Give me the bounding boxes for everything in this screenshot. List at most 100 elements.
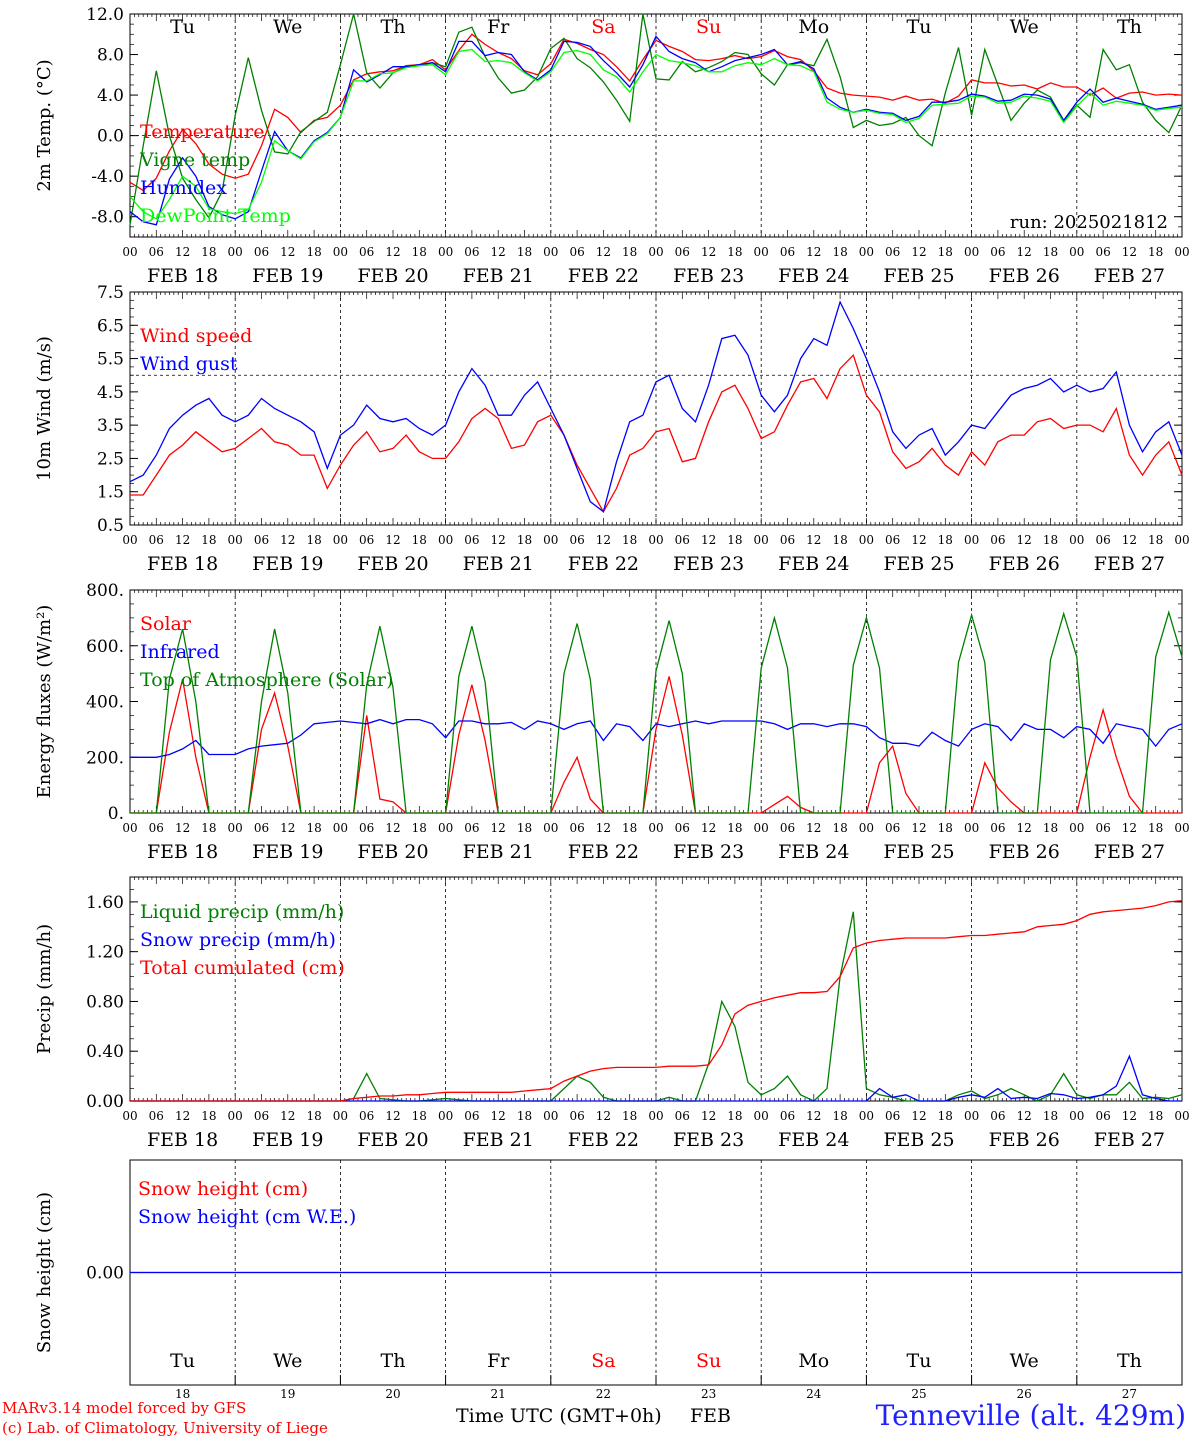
y-tick-label: 0.00 (86, 1092, 124, 1112)
panel-frame (129, 13, 1183, 238)
hour-tick-label: 06 (254, 1109, 269, 1123)
hour-tick-label: 06 (149, 533, 164, 547)
time-axis-title: Time UTC (GMT+0h) (456, 1405, 662, 1427)
hour-tick-label: 00 (964, 1109, 979, 1123)
date-label: FEB 24 (778, 841, 849, 863)
hour-tick-label: 12 (491, 245, 506, 259)
weekday-label: Mo (798, 1350, 829, 1372)
y-tick-label: 0. (108, 804, 124, 824)
hour-tick-label: 18 (1043, 245, 1058, 259)
hour-tick-label: 06 (464, 1109, 479, 1123)
date-label: FEB 27 (1094, 265, 1165, 287)
hour-tick-label: 12 (596, 1109, 611, 1123)
y-tick-label: -4.0 (91, 167, 124, 187)
hour-tick-label: 06 (990, 533, 1005, 547)
hour-tick-label: 12 (701, 821, 716, 835)
legend-entry: Snow height (cm) (138, 1178, 308, 1200)
date-label: FEB 24 (778, 265, 849, 287)
hour-tick-label: 18 (517, 245, 532, 259)
weekday-label: Sa (591, 1350, 615, 1372)
hour-tick-label: 12 (1017, 1109, 1032, 1123)
legend-entry: DewPoint Temp (140, 205, 291, 227)
series-line-dewpoint-temp (129, 48, 1183, 220)
hour-tick-label: 00 (859, 1109, 874, 1123)
hour-tick-label: 00 (754, 245, 769, 259)
hour-tick-label: 18 (412, 821, 427, 835)
hour-tick-label: 12 (596, 245, 611, 259)
hour-tick-label: 18 (306, 533, 321, 547)
date-label: FEB 18 (147, 553, 218, 575)
hour-tick-label: 00 (754, 821, 769, 835)
hour-tick-label: 06 (885, 1109, 900, 1123)
day-number-label: 19 (280, 1387, 295, 1401)
hour-tick-label: 12 (1017, 533, 1032, 547)
hour-tick-label: 00 (1069, 245, 1084, 259)
y-tick-label: 400. (86, 693, 124, 713)
hour-tick-label: 00 (333, 533, 348, 547)
series-line-top-of-atmosphere-solar (130, 610, 1183, 814)
panel-5 (129, 1159, 1183, 1386)
weekday-label: We (1010, 16, 1039, 38)
series-line-infrared (130, 718, 1183, 758)
y-tick-label: 2.5 (97, 449, 124, 469)
hour-tick-label: 12 (385, 533, 400, 547)
y-tick-label: 4.0 (97, 86, 124, 106)
day-number-label: 20 (385, 1387, 400, 1401)
y-axis-label: Snow height (cm) (34, 1192, 55, 1353)
hour-tick-label: 12 (280, 533, 295, 547)
date-label: FEB 22 (568, 1129, 639, 1151)
hour-tick-label: 12 (491, 821, 506, 835)
series-line-total-cumulated-cm (130, 899, 1183, 1102)
hour-tick-label: 06 (780, 1109, 795, 1123)
y-tick-label: 800. (86, 581, 124, 601)
hour-tick-label: 18 (1043, 821, 1058, 835)
date-label: FEB 18 (147, 841, 218, 863)
legend-entry: Solar (140, 613, 192, 635)
hour-tick-label: 18 (832, 533, 847, 547)
y-tick-label: 0.0 (97, 127, 124, 147)
hour-tick-label: 12 (1017, 821, 1032, 835)
date-label: FEB 24 (778, 553, 849, 575)
hour-tick-label: 00 (964, 533, 979, 547)
date-label: FEB 25 (883, 841, 954, 863)
date-label: FEB 25 (883, 1129, 954, 1151)
lab-credit: (c) Lab. of Climatology, University of L… (2, 1419, 328, 1437)
date-label: FEB 21 (463, 265, 534, 287)
panel-1 (129, 13, 1183, 238)
legend-entry: Vigne temp (139, 149, 250, 171)
legend-entry: Wind gust (140, 353, 238, 375)
y-tick-label: 600. (86, 637, 124, 657)
hour-tick-label: 18 (938, 1109, 953, 1123)
hour-tick-label: 12 (911, 533, 926, 547)
series-line-vigne-temp (129, 13, 1183, 225)
weekday-label: Su (696, 16, 721, 38)
hour-tick-label: 12 (911, 245, 926, 259)
hour-tick-label: 00 (228, 821, 243, 835)
legend-entry: Infrared (140, 641, 220, 663)
y-tick-label: 5.5 (97, 350, 124, 370)
hour-tick-label: 18 (1148, 1109, 1163, 1123)
y-axis-label: 10m Wind (m/s) (34, 336, 55, 481)
hour-tick-label: 06 (780, 245, 795, 259)
hour-tick-label: 00 (648, 533, 663, 547)
day-number-label: 22 (596, 1387, 611, 1401)
hour-tick-label: 06 (885, 821, 900, 835)
date-label: FEB 24 (778, 1129, 849, 1151)
date-label: FEB 21 (463, 841, 534, 863)
hour-tick-label: 18 (201, 245, 216, 259)
weekday-label: Su (696, 1350, 721, 1372)
weekday-label: Th (1117, 1350, 1142, 1372)
hour-tick-label: 12 (280, 245, 295, 259)
hour-tick-label: 00 (438, 1109, 453, 1123)
hour-tick-label: 12 (701, 533, 716, 547)
hour-tick-label: 18 (1148, 533, 1163, 547)
hour-tick-label: 12 (596, 533, 611, 547)
hour-tick-label: 00 (228, 1109, 243, 1123)
month-label: FEB (690, 1405, 732, 1427)
hour-tick-label: 18 (727, 821, 742, 835)
hour-tick-label: 00 (543, 821, 558, 835)
day-number-label: 23 (701, 1387, 716, 1401)
hour-tick-label: 06 (885, 533, 900, 547)
hour-tick-label: 06 (675, 1109, 690, 1123)
hour-tick-label: 00 (1174, 245, 1189, 259)
